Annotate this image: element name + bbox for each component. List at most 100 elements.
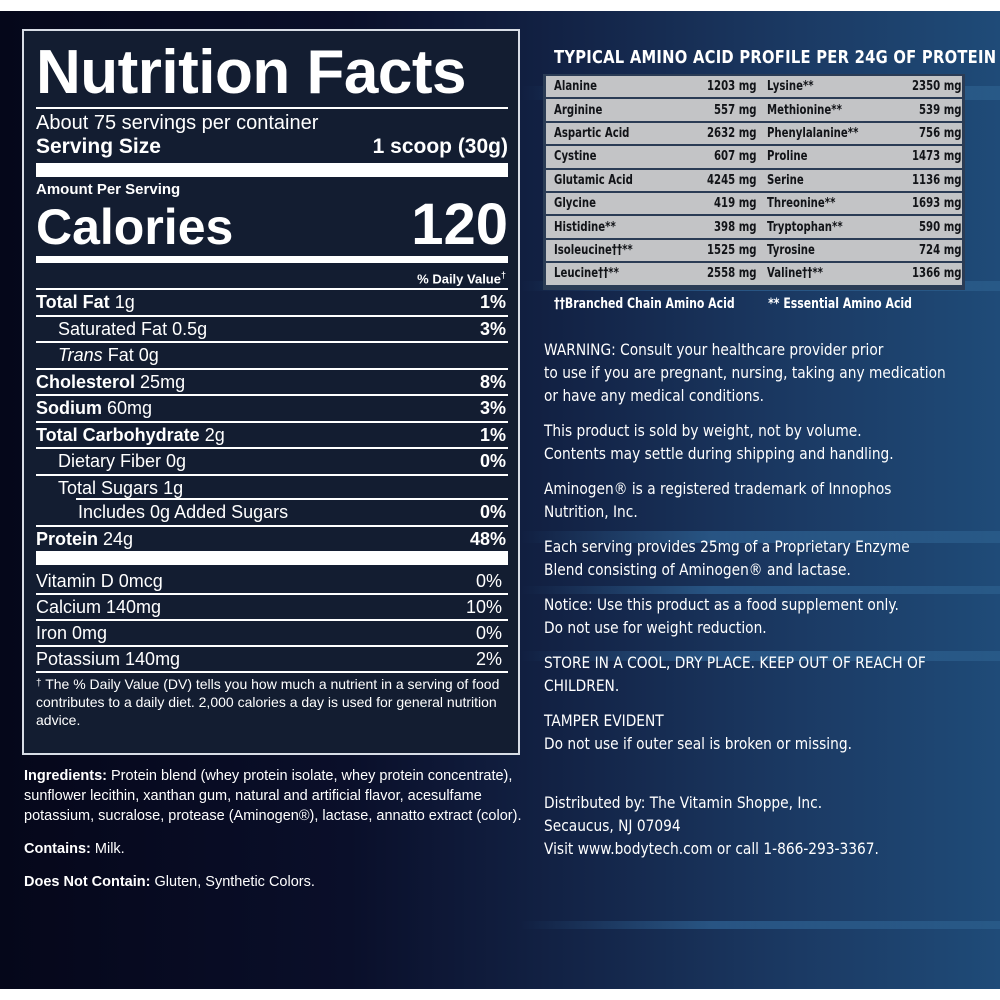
distributor-paragraph: Distributed by: The Vitamin Shoppe, Inc.… (544, 791, 922, 860)
amino-name: Phenylalanine** (766, 125, 859, 141)
amino-value: 1693 mg (912, 196, 962, 212)
ingredients-paragraph: Ingredients: Protein blend (whey protein… (24, 766, 534, 826)
amino-name: Proline (766, 149, 808, 165)
notice-line: Contents may settle during shipping and … (544, 444, 894, 463)
amino-row: Glutamic Acid 4245 mg Serine 1136 mg (546, 169, 962, 191)
nutrient-amount: 60mg (107, 398, 153, 419)
notice-line: Do not use for weight reduction. (544, 618, 767, 637)
enzyme-paragraph: Each serving provides 25mg of a Propriet… (544, 535, 922, 581)
nutrient-amount: 2g (204, 424, 225, 445)
nutrient-amount: 0g (138, 345, 159, 366)
nutrient-name: Dietary Fiber (58, 451, 162, 472)
divider (36, 107, 508, 109)
notice-line: to use if you are pregnant, nursing, tak… (544, 363, 946, 382)
amino-name: Valine††** (766, 266, 823, 282)
vitamin-row-potassium: Potassium 140mg 2% (36, 645, 508, 671)
vitamin-dv: 0% (475, 623, 502, 644)
nutrient-name: Total Sugars (58, 477, 159, 498)
amino-name: Arginine (554, 102, 603, 118)
amino-row: Leucine††** 2558 mg Valine††** 1366 mg (546, 263, 962, 285)
amino-name: Histidine** (554, 219, 616, 235)
daily-value-footnote: † The % Daily Value (DV) tells you how m… (36, 671, 508, 729)
notice-line: Notice: Use this product as a food suppl… (544, 595, 899, 614)
nutrient-name-suffix: Fat (107, 345, 134, 366)
amino-value: 539 mg (919, 102, 962, 118)
amino-row: Isoleucine††** 1525 mg Tyrosine 724 mg (546, 239, 962, 262)
serving-size-row: Serving Size 1 scoop (30g) (36, 135, 508, 159)
nutrient-row-saturated-fat: Saturated Fat 0.5g 3% (36, 314, 508, 342)
dagger-mark: † (36, 678, 42, 690)
nutrient-amount: 24g (103, 528, 134, 549)
amino-value: 1473 mg (912, 149, 962, 165)
nutrient-dv: 3% (479, 318, 506, 339)
daily-value-header-text: % Daily Value (417, 271, 501, 287)
bcaa-legend: ††Branched Chain Amino Acid (554, 296, 735, 312)
nutrient-name: Trans (58, 345, 103, 366)
amino-row: Cystine 607 mg Proline 1473 mg (546, 146, 962, 168)
amino-row: Alanine 1203 mg Lysine** 2350 mg (546, 76, 962, 98)
amino-value: 419 mg (714, 196, 757, 212)
amino-profile-title: TYPICAL AMINO ACID PROFILE PER 24G OF PR… (554, 47, 997, 68)
amino-row: Glycine 419 mg Threonine** 1693 mg (546, 192, 962, 215)
nutrient-row-sodium: Sodium 60mg 3% (36, 394, 508, 421)
nutrient-row-dietary-fiber: Dietary Fiber 0g 0% (36, 447, 508, 474)
amino-name: Threonine** (766, 196, 836, 212)
amino-name: Serine (766, 172, 804, 188)
amino-row: Arginine 557 mg Methionine** 539 mg (546, 99, 962, 121)
amino-value: 4245 mg (707, 172, 757, 188)
essential-legend: ** Essential Amino Acid (768, 296, 912, 312)
nutrition-facts-panel: Nutrition Facts About 75 servings per co… (22, 29, 520, 755)
notice-line: STORE IN A COOL, DRY PLACE. KEEP OUT OF … (544, 653, 926, 672)
contains-paragraph: Contains: Milk. (24, 839, 534, 859)
servings-per-container: About 75 servings per container (36, 112, 319, 134)
amino-value: 724 mg (919, 242, 962, 258)
nutrient-row-trans-fat: Trans Fat 0g (36, 341, 508, 368)
daily-value-header: % Daily Value† (36, 266, 508, 288)
amino-value: 1136 mg (912, 172, 962, 188)
amino-row: Aspartic Acid 2632 mg Phenylalanine** 75… (546, 122, 962, 145)
nutrient-name: Total Carbohydrate (36, 424, 200, 445)
amino-profile-table: Alanine 1203 mg Lysine** 2350 mg Arginin… (543, 74, 965, 290)
nutrient-amount: 0g (166, 451, 187, 472)
notice-paragraph: Notice: Use this product as a food suppl… (544, 593, 922, 639)
vitamin-label: Calcium 140mg (36, 597, 162, 618)
distributor-line: Distributed by: The Vitamin Shoppe, Inc. (544, 793, 823, 812)
notice-line: WARNING: Consult your healthcare provide… (544, 340, 884, 359)
amino-value: 2558 mg (707, 266, 757, 282)
notice-line: Aminogen® is a registered trademark of I… (544, 479, 892, 498)
nutrient-row-added-sugars: Includes 0g Added Sugars 0% (36, 498, 508, 525)
amino-value: 1525 mg (707, 242, 757, 258)
amino-value: 398 mg (714, 219, 757, 235)
nutrient-row-total-fat: Total Fat 1g 1% (36, 288, 508, 315)
amino-name: Leucine††** (554, 266, 619, 282)
notice-line: TAMPER EVIDENT (544, 711, 664, 730)
contains-text: Milk. (94, 841, 125, 857)
ingredients-text: Protein blend (whey protein isolate, whe… (24, 768, 522, 824)
nutrient-dv: 48% (469, 528, 506, 549)
amino-value: 2350 mg (912, 79, 962, 95)
amount-per-serving: Amount Per Serving (36, 181, 181, 198)
serving-size-value: 1 scoop (30g) (372, 135, 508, 158)
nutrient-dv: 0% (479, 502, 506, 523)
notices-section: WARNING: Consult your healthcare provide… (544, 338, 984, 872)
vitamin-row-vitamin-d: Vitamin D 0mcg 0% (36, 569, 508, 593)
divider-medium (36, 256, 508, 263)
amino-value: 1203 mg (707, 79, 757, 95)
light-streak (520, 921, 1000, 929)
amino-name: Glutamic Acid (554, 172, 633, 188)
trademark-paragraph: Aminogen® is a registered trademark of I… (544, 477, 922, 523)
nutrient-dv: 1% (479, 292, 506, 313)
nutrient-name: Includes 0g Added Sugars (78, 502, 289, 523)
amino-name: Tyrosine (766, 242, 815, 258)
warning-paragraph: WARNING: Consult your healthcare provide… (544, 338, 946, 407)
divider-thick (36, 163, 508, 177)
amino-value: 1366 mg (912, 266, 962, 282)
nutrient-name: Sodium (36, 398, 102, 419)
vitamin-label: Potassium 140mg (36, 649, 181, 670)
notice-line: Nutrition, Inc. (544, 502, 638, 521)
vitamin-dv: 10% (465, 597, 502, 618)
nutrient-row-cholesterol: Cholesterol 25mg 8% (36, 367, 508, 395)
calories-row: Calories 120 (36, 196, 508, 254)
vitamin-row-calcium: Calcium 140mg 10% (36, 593, 508, 619)
vitamin-row-iron: Iron 0mg 0% (36, 619, 508, 645)
